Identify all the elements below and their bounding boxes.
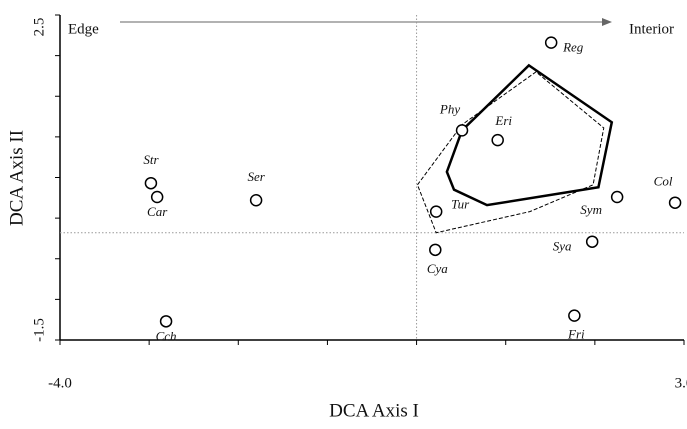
point-label: Reg <box>562 40 584 55</box>
y-tick-label: 2.5 <box>31 18 47 37</box>
x-tick-label: -4.0 <box>48 375 72 391</box>
annotation: Edge <box>68 21 99 37</box>
point <box>610 190 624 204</box>
point <box>668 196 682 209</box>
point <box>429 205 443 218</box>
point <box>429 243 442 257</box>
annotation: Interior <box>629 21 674 37</box>
point-label: Sym <box>580 202 602 217</box>
arrow-head <box>602 18 612 26</box>
point-label: Col <box>654 174 673 189</box>
point-label: Str <box>143 152 159 167</box>
point-label: Cch <box>156 328 177 343</box>
point-label: Cya <box>427 261 448 276</box>
hull <box>445 63 614 207</box>
point-label: Phy <box>439 101 460 116</box>
x-axis-title: DCA Axis I <box>329 400 419 421</box>
hull <box>416 71 605 234</box>
point <box>585 235 599 248</box>
x-tick-label: 3.0 <box>675 375 687 391</box>
point <box>159 315 173 328</box>
y-tick-label: -1.5 <box>31 318 47 342</box>
point <box>150 190 164 204</box>
point-label: Eri <box>494 113 512 128</box>
y-axis-title: DCA Axis II <box>6 130 27 226</box>
point <box>544 36 558 49</box>
point <box>249 194 263 207</box>
point <box>455 124 469 137</box>
point-label: Ser <box>247 169 265 184</box>
point <box>568 309 581 322</box>
point-label: Tur <box>451 197 470 212</box>
point <box>491 133 504 147</box>
point <box>144 176 158 190</box>
point-label: Fri <box>567 327 585 342</box>
point-label: Car <box>147 204 168 219</box>
point-label: Sya <box>553 239 572 254</box>
